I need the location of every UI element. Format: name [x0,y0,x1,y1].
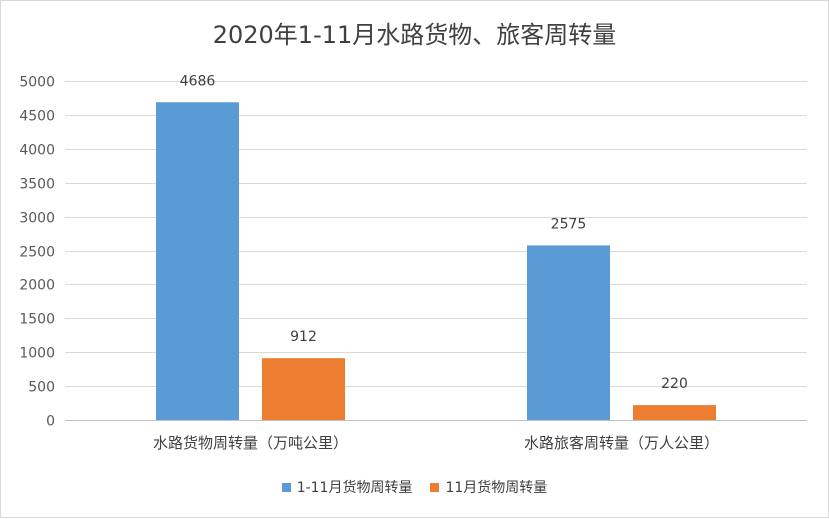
y-axis-ticks: 0 500 1000 1500 2000 2500 3000 3500 4000 4500 5000 [19,75,55,430]
legend-label: 11月货物周转量 [445,480,548,496]
y-tick-label: 1000 [19,346,55,362]
bars [156,102,716,421]
legend-label: 1-11月货物周转量 [296,480,413,496]
y-tick-label: 5000 [19,75,55,91]
legend-swatch [430,482,440,492]
bar-series1 [527,245,610,420]
y-tick-label: 3000 [19,211,55,227]
category-labels: 水路货物周转量（万吨公里） 水路旅客周转量（万人公里） [153,434,719,452]
bar-series1 [156,102,239,421]
bar-series2 [262,358,345,420]
y-tick-label: 0 [46,414,55,430]
bar-series2 [633,405,716,420]
data-label: 912 [290,329,317,345]
y-tick-label: 2500 [19,245,55,261]
data-label: 2575 [551,216,587,232]
y-tick-label: 4500 [19,109,55,125]
data-label: 4686 [180,73,216,89]
data-label: 220 [661,376,688,392]
category-label: 水路货物周转量（万吨公里） [153,434,348,452]
y-tick-label: 4000 [19,143,55,159]
y-tick-label: 1500 [19,312,55,328]
legend: 1-11月货物周转量 11月货物周转量 [1,477,828,497]
legend-item: 11月货物周转量 [430,477,547,497]
legend-swatch [281,482,291,492]
y-tick-label: 500 [28,380,55,396]
chart-title: 2020年1-11月水路货物、旅客周转量 [212,21,617,49]
data-labels: 4686 912 2575 220 [180,73,688,392]
y-tick-label: 3500 [19,177,55,193]
y-tick-label: 2000 [19,278,55,294]
legend-item: 1-11月货物周转量 [281,477,413,497]
category-label: 水路旅客周转量（万人公里） [524,434,719,452]
